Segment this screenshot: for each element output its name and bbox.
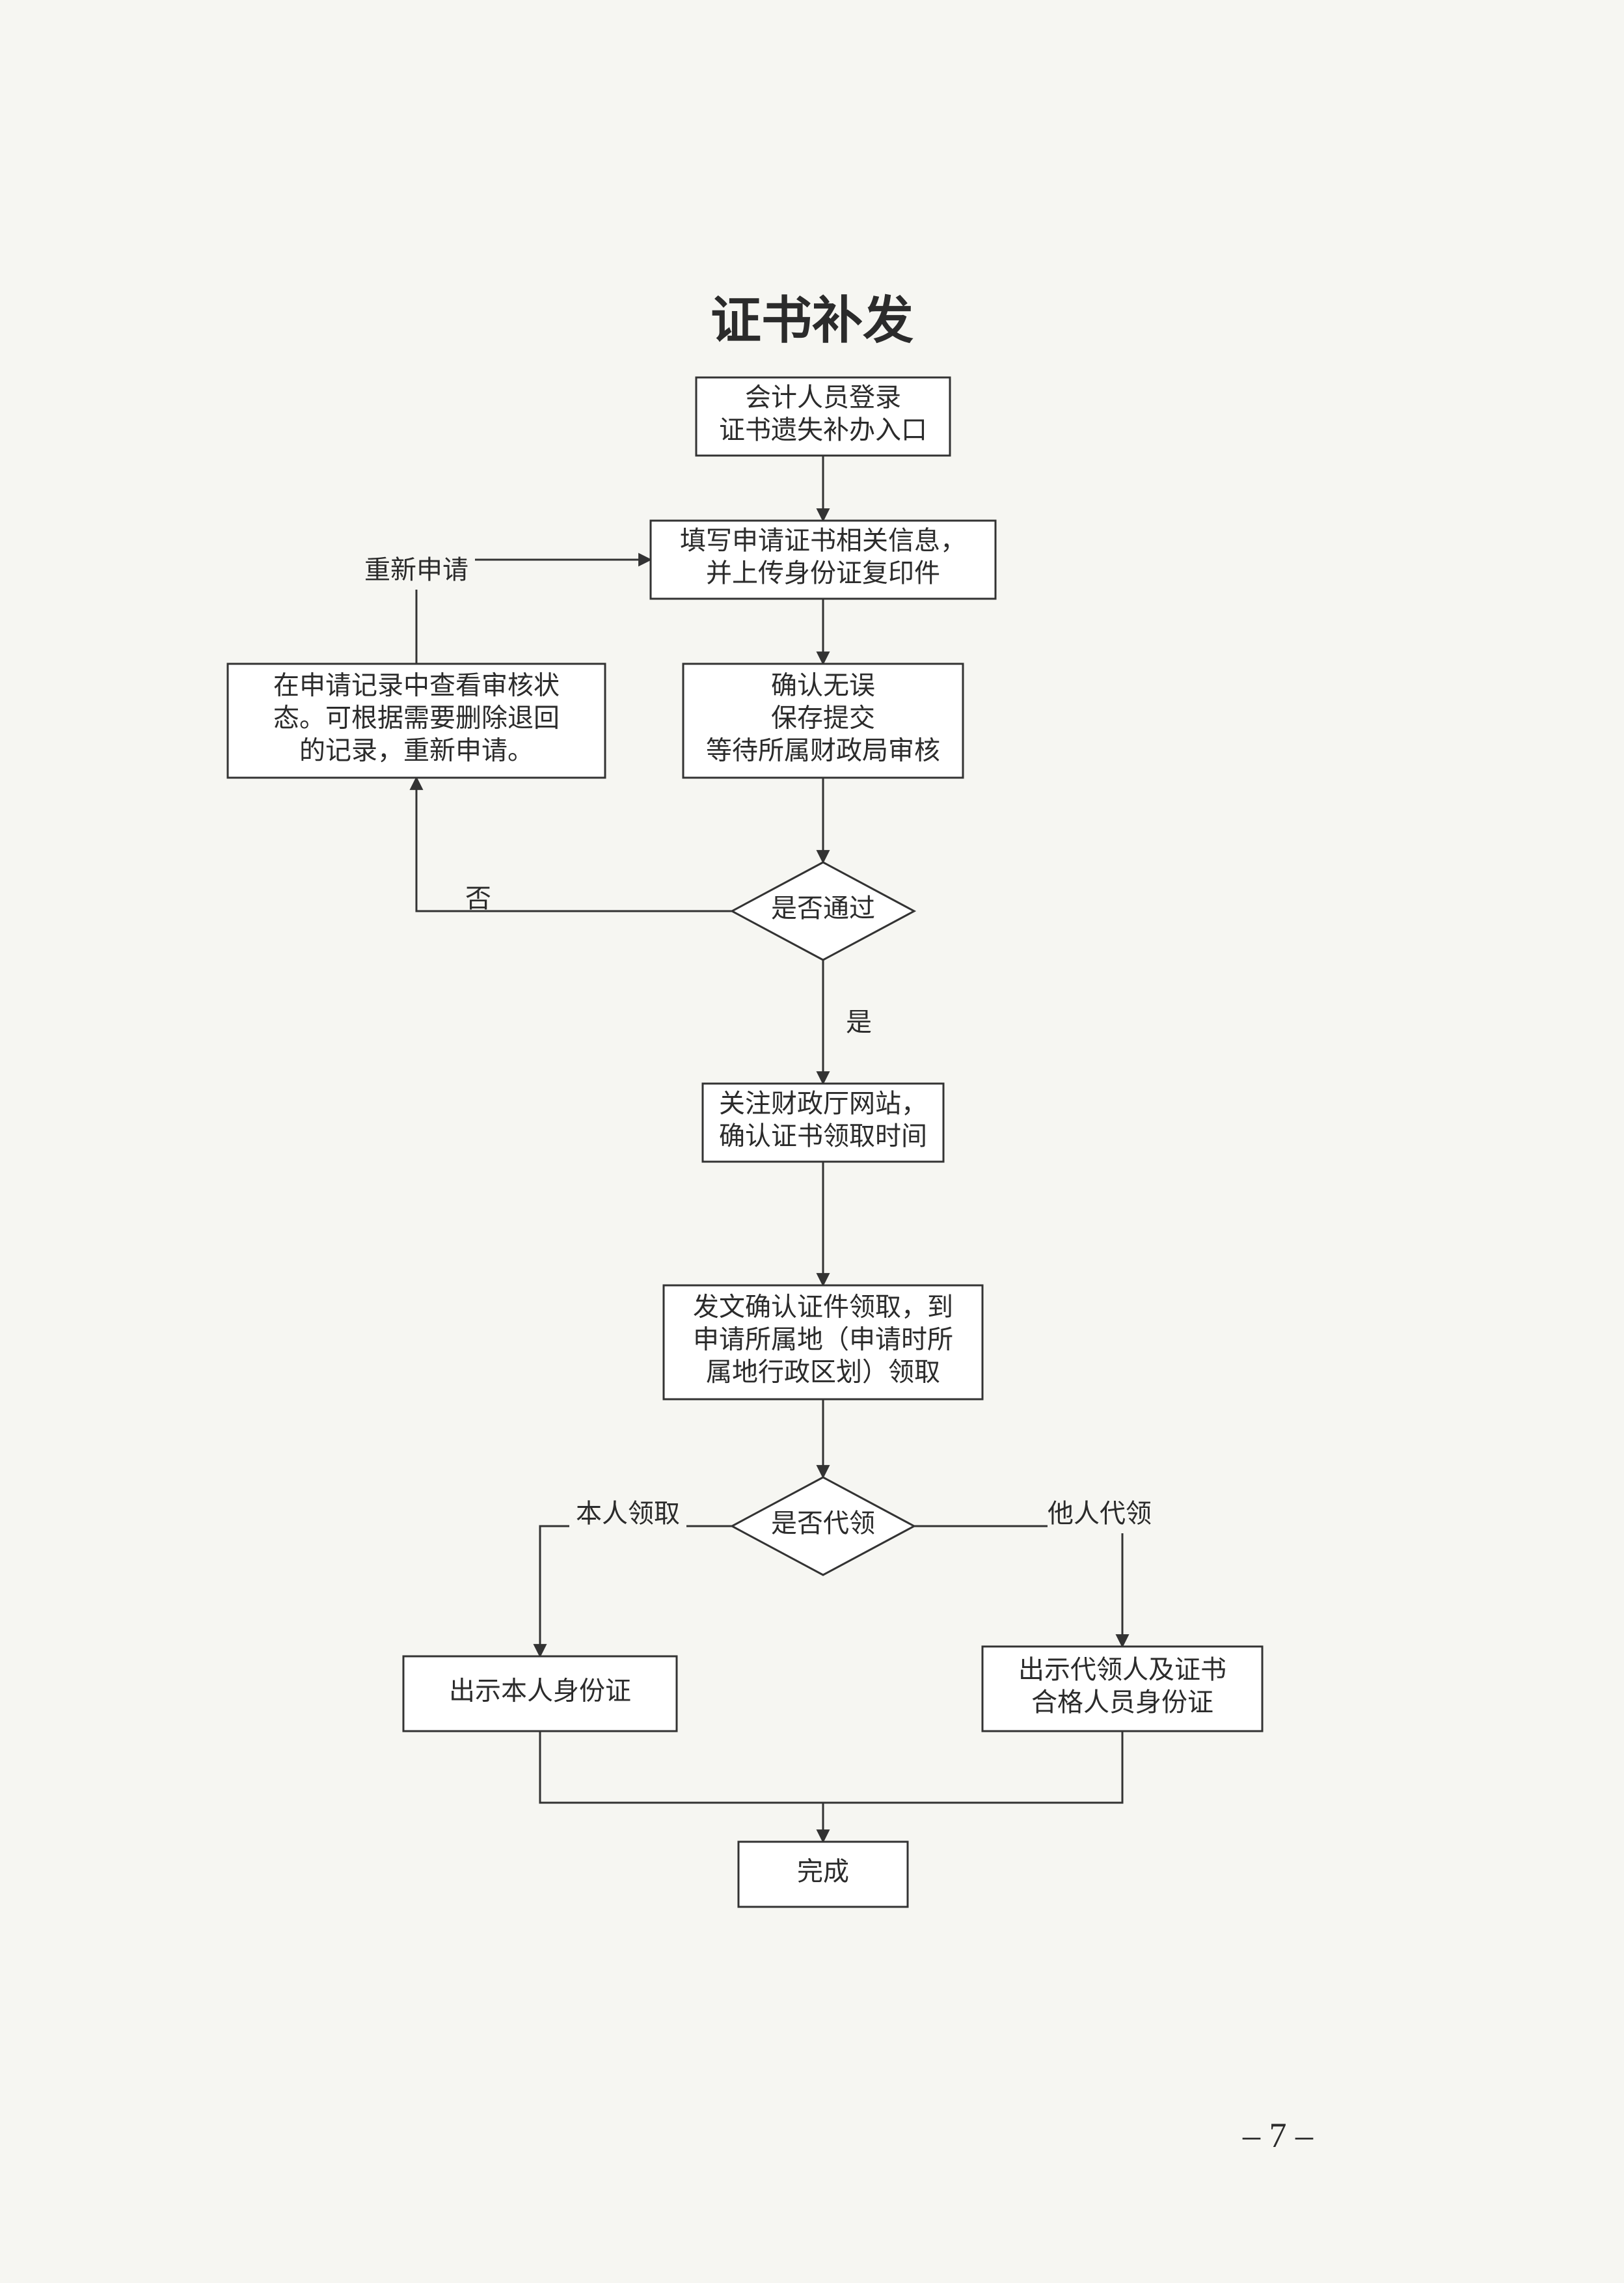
node-d1-text: 是否通过 — [771, 894, 875, 923]
node-n6b-text: 出示代领人及证书 — [1018, 1655, 1226, 1684]
edge-n6b-n7 — [823, 1731, 1122, 1803]
node-rej-text: 在申请记录中查看审核状 — [273, 671, 560, 700]
edge-label: 是 — [846, 1007, 872, 1037]
edge-d1-rej — [416, 778, 732, 911]
node-n5-text: 申请所属地（申请时所 — [693, 1325, 953, 1354]
node-n1-text: 会计人员登录 — [745, 383, 901, 412]
node-n4-text: 关注财政厅网站， — [719, 1089, 927, 1118]
edge-n6a-n7 — [540, 1731, 823, 1842]
flowchart: 是 否 重新申请本人领取 他人代领 会计人员登录证书遗失补办入口填写申请证书相关信息， 并… — [0, 0, 1624, 2283]
edge-label: 本人领取 — [576, 1499, 680, 1528]
node-n4-text: 确认证书领取时间 — [719, 1121, 927, 1151]
node-n3-text: 等待所属财政局审核 — [706, 736, 940, 765]
node-n5-text: 属地行政区划）领取 — [706, 1358, 940, 1387]
node-n3-text: 保存提交 — [771, 704, 875, 733]
node-n3-text: 确认无误 — [771, 671, 875, 700]
node-n2-text: 并上传身份证复印件 — [706, 558, 940, 588]
edge-label: 他人代领 — [1048, 1499, 1152, 1528]
edge-d2-n6a — [540, 1526, 732, 1656]
node-n1-text: 证书遗失补办入口 — [719, 415, 927, 444]
edge-d2-n6b — [914, 1526, 1122, 1647]
node-d2-text: 是否代领 — [771, 1509, 875, 1538]
node-n2-text: 填写申请证书相关信息， — [680, 526, 966, 555]
node-n5-text: 发文确认证件领取，到 — [693, 1292, 953, 1322]
node-n7-text: 完成 — [797, 1857, 849, 1886]
node-rej-text: 的记录，重新申请。 — [299, 736, 534, 765]
node-rej-text: 态。可根据需要删除退回 — [273, 704, 560, 733]
node-n6a-text: 出示本人身份证 — [449, 1676, 631, 1706]
node-n6b-text: 合格人员身份证 — [1031, 1688, 1213, 1717]
edge-label: 否 — [465, 884, 491, 913]
edge-label: 重新申请 — [364, 555, 468, 584]
